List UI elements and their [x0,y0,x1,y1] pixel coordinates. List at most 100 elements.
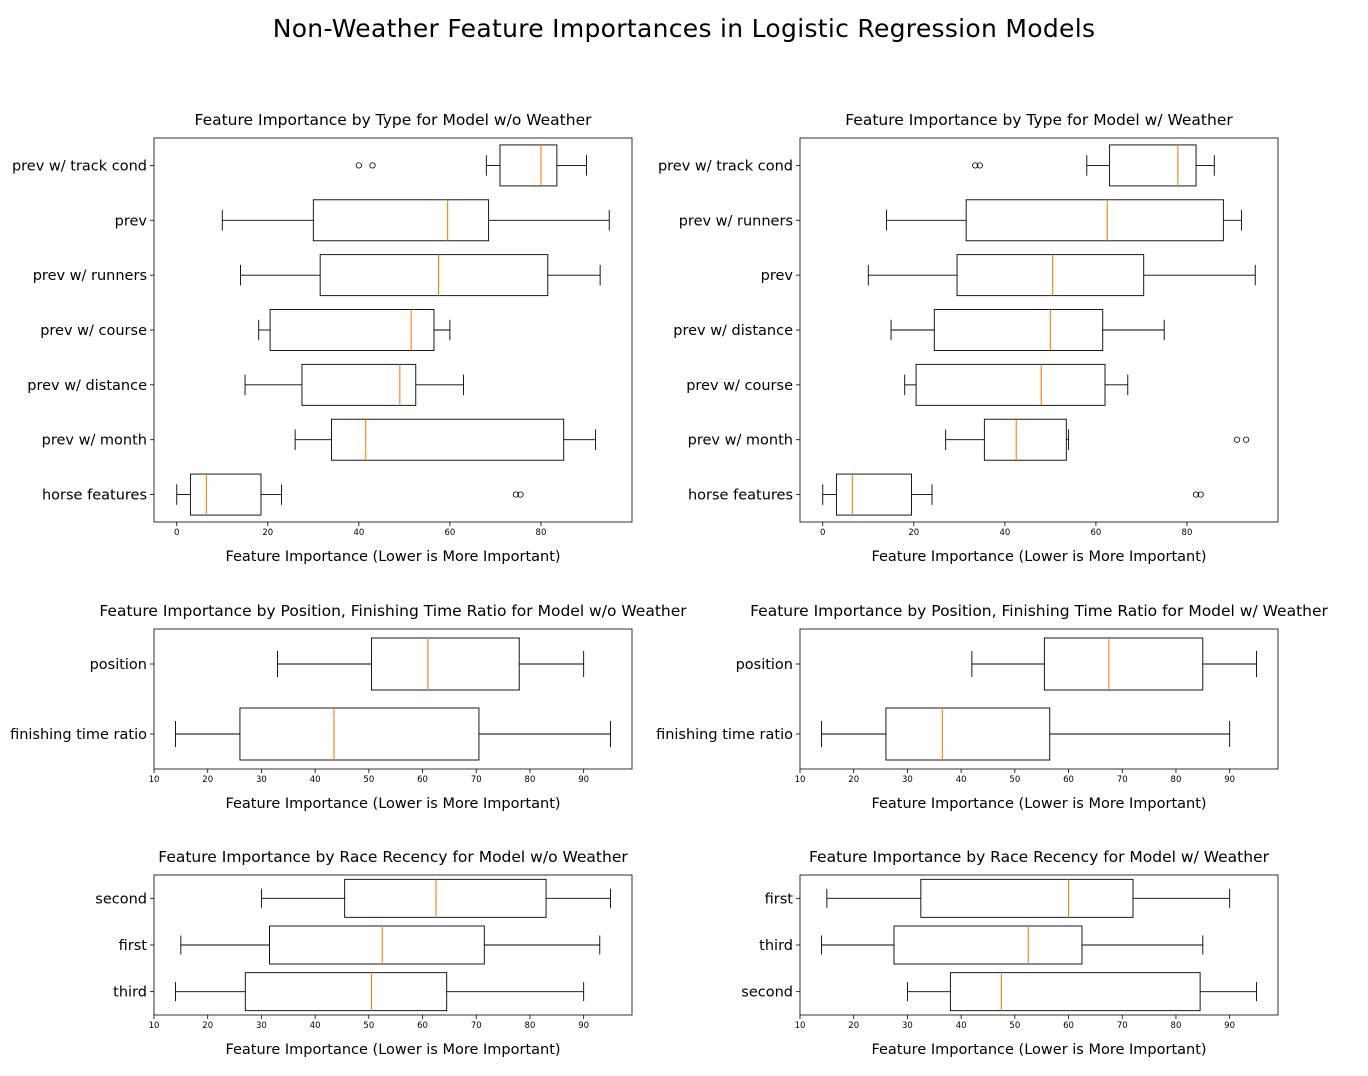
outlier-point [1197,491,1204,498]
x-tick-label: 0 [174,528,179,538]
x-tick-label: 60 [444,528,455,538]
y-category-label: position [736,657,793,673]
x-tick-label: 40 [999,528,1010,538]
x-tick-label: 90 [1224,1021,1235,1031]
x-tick-label: 20 [848,1021,859,1031]
box-iqr [933,309,1104,351]
x-tick-label: 10 [795,1021,806,1031]
box-iqr [331,418,565,461]
x-tick-label: 90 [578,1021,589,1031]
box-iqr [319,254,549,297]
x-tick-label: 80 [536,528,547,538]
y-category-label: second [741,985,793,1001]
subplot-title: Feature Importance by Type for Model w/o… [195,111,593,129]
x-tick-label: 40 [956,775,967,785]
box-iqr [949,972,1201,1012]
box-iqr [269,309,435,351]
x-tick-label: 70 [1117,775,1128,785]
x-tick-label: 40 [956,1021,967,1031]
x-tick-label: 30 [256,775,267,785]
axes-frame [153,137,633,523]
x-tick-label: 30 [902,775,913,785]
x-tick-label: 40 [310,1021,321,1031]
outlier-point [369,162,376,169]
x-tick-label: 60 [417,775,428,785]
x-tick-label: 20 [202,1021,213,1031]
y-category-label: third [113,985,147,1001]
axes-frame [153,628,633,770]
x-tick-label: 50 [363,1021,374,1031]
x-tick-label: 80 [525,1021,536,1031]
axes-frame [799,628,1279,770]
box-iqr [915,363,1106,406]
y-category-label: prev w/ distance [27,378,147,394]
x-axis-label: Feature Importance (Lower is More Import… [225,796,560,812]
x-tick-label: 90 [1224,775,1235,785]
outlier-point [1243,436,1250,443]
box-iqr [301,363,417,406]
x-tick-label: 50 [1009,1021,1020,1031]
box-iqr [189,473,262,516]
y-category-label: prev w/ course [40,323,147,339]
outlier-point [976,162,983,169]
outlier-point [972,162,979,169]
y-category-label: position [90,657,147,673]
x-tick-label: 20 [202,775,213,785]
box-iqr [1109,144,1197,187]
y-category-label: finishing time ratio [10,727,147,743]
x-axis-label: Feature Importance (Lower is More Import… [871,796,1206,812]
x-tick-label: 0 [820,528,825,538]
outlier-point [1192,491,1200,498]
outlier-point [517,491,524,498]
y-category-label: prev w/ track cond [12,158,147,174]
box-iqr [239,707,480,761]
x-tick-label: 30 [902,1021,913,1031]
x-tick-label: 10 [149,1021,160,1031]
x-tick-label: 50 [363,775,374,785]
x-tick-label: 60 [417,1021,428,1031]
x-tick-label: 80 [1182,528,1193,538]
box-iqr [956,254,1145,297]
subplot-title: Feature Importance by Race Recency for M… [158,848,628,866]
y-category-label: prev w/ month [688,433,793,449]
y-category-label: prev w/ course [686,378,793,394]
x-tick-label: 60 [1063,1021,1074,1031]
x-tick-label: 30 [256,1021,267,1031]
box-iqr [312,199,490,242]
y-category-label: horse features [688,488,793,504]
box-iqr [885,707,1051,761]
x-axis-label: Feature Importance (Lower is More Import… [225,549,560,565]
box-iqr [965,199,1224,242]
subplot-title: Feature Importance by Position, Finishin… [750,602,1328,620]
box-iqr [835,473,912,516]
y-category-label: prev [115,213,148,229]
axes-frame [799,137,1279,523]
x-tick-label: 20 [908,528,919,538]
box-iqr [269,925,485,965]
x-axis-label: Feature Importance (Lower is More Import… [871,1042,1206,1058]
x-tick-label: 80 [525,775,536,785]
x-axis-label: Feature Importance (Lower is More Import… [871,549,1206,565]
x-tick-label: 40 [310,775,321,785]
box-iqr [344,878,547,918]
x-tick-label: 10 [149,775,160,785]
box-iqr [920,878,1134,918]
y-category-label: first [765,891,794,907]
y-category-label: second [95,891,147,907]
x-tick-label: 70 [471,1021,482,1031]
y-category-label: prev w/ distance [673,323,793,339]
y-category-label: prev [761,268,794,284]
x-tick-label: 50 [1009,775,1020,785]
x-tick-label: 80 [1171,1021,1182,1031]
y-category-label: prev w/ track cond [658,158,793,174]
y-category-label: prev w/ runners [33,268,147,284]
x-tick-label: 20 [262,528,273,538]
x-axis-label: Feature Importance (Lower is More Import… [225,1042,560,1058]
outlier-point [1233,436,1241,443]
subplot-title: Feature Importance by Race Recency for M… [809,848,1270,866]
box-iqr [499,144,558,187]
x-tick-label: 40 [353,528,364,538]
x-tick-label: 80 [1171,775,1182,785]
box-iqr [371,637,520,691]
